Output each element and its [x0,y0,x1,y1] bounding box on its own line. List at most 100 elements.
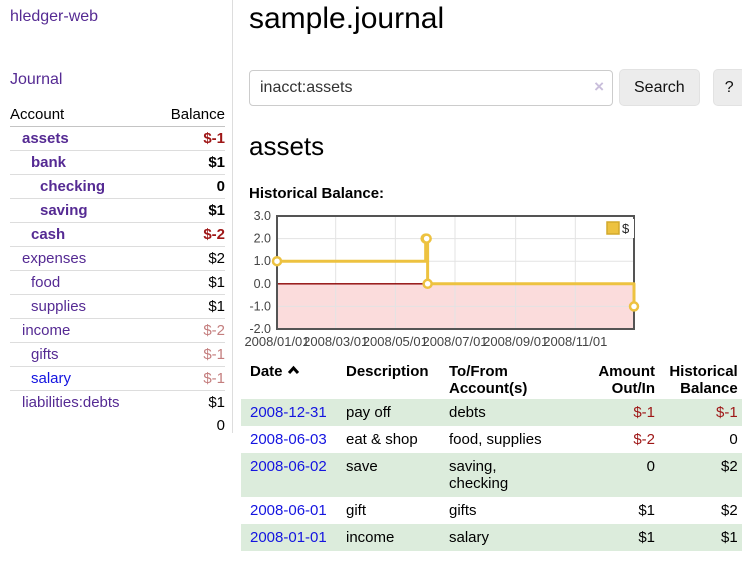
account-link-cash[interactable]: cash [31,226,66,243]
clear-search-icon[interactable]: × [594,76,604,96]
y-tick-label: -1.0 [249,299,271,313]
plot-border [276,215,635,330]
account-heading: assets [249,131,325,161]
account-balance: $1 [153,294,225,319]
y-tick-label: 3.0 [254,211,271,223]
account-link-saving[interactable]: saving [40,202,88,219]
column-header-amount: Amount Out/In [598,363,655,397]
sidebar: hledger-web Journal Account Balance asse… [0,0,233,434]
x-tick-label: 2008/11/01 [543,334,607,349]
account-link-liabilities-debts[interactable]: liabilities:debts [22,394,120,411]
account-row: salary $-1 [10,366,225,391]
column-header-tofrom: To/From Account(s) [449,363,528,397]
account-row: gifts $-1 [10,342,225,367]
txn-accounts: gifts [449,502,477,519]
account-row: saving $1 [10,198,225,223]
account-balance: $-1 [153,366,225,391]
account-link-bank[interactable]: bank [31,154,67,171]
txn-accounts: saving, checking [449,458,509,492]
account-balance: $1 [153,150,225,175]
sort-ascending-icon [287,365,299,375]
account-row: supplies $1 [10,294,225,319]
transaction-row: 2008-01-01 income salary $1 $1 [241,524,742,551]
y-tick-label: -2.0 [249,322,271,336]
account-balance: $-1 [153,342,225,367]
account-link-checking[interactable]: checking [40,178,106,195]
y-tick-label: 0.0 [254,277,271,291]
account-link-salary[interactable]: salary [31,370,72,387]
txn-balance: 0 [729,431,738,448]
accounts-table: Account Balance assets $-1 bank $1 checking 0… [10,103,225,437]
transactions-table-body: 2008-12-31 pay off debts $-1 $-1 2008-06-03 ea… [241,399,742,551]
txn-date-link[interactable]: 2008-01-01 [250,529,327,546]
txn-accounts: debts [449,404,486,421]
account-row: cash $-2 [10,222,225,247]
txn-balance: $-1 [716,404,738,421]
txn-description: eat & shop [346,431,418,448]
txn-date-link[interactable]: 2008-06-01 [250,502,327,519]
txn-balance: $2 [721,502,738,519]
account-row: food $1 [10,270,225,295]
accounts-total-spacer [10,414,154,437]
account-balance: $-2 [153,222,225,247]
txn-description: save [346,458,378,475]
txn-amount: $1 [638,529,655,546]
txn-date-link[interactable]: 2008-12-31 [250,404,327,421]
data-point-marker [421,233,432,244]
account-link-expenses[interactable]: expenses [22,250,87,267]
x-tick-label: 2008/03/01 [303,334,368,349]
txn-date-link[interactable]: 2008-06-02 [250,458,327,475]
y-tick-label: 2.0 [254,232,271,246]
search-button[interactable]: Search [619,69,700,106]
txn-date-link[interactable]: 2008-06-03 [250,431,327,448]
column-header-date[interactable]: Date [241,361,346,399]
account-balance: $1 [153,270,225,295]
txn-accounts: salary [449,529,490,546]
account-link-gifts[interactable]: gifts [31,346,59,363]
txn-accounts: food, supplies [449,431,542,448]
accounts-table-body: assets $-1 bank $1 checking 0 saving $1 cash $-2 e… [10,127,225,414]
x-tick-label: 2008/07/01 [422,334,487,349]
account-balance: $-2 [153,318,225,343]
account-link-assets[interactable]: assets [22,130,69,147]
column-header-balance: Historical Balance [669,363,738,397]
search-input[interactable] [249,69,613,106]
txn-amount: $1 [638,502,655,519]
account-row: income $-2 [10,318,225,343]
account-balance: $1 [153,390,225,414]
chart-title: Historical Balance: [249,185,385,202]
txn-description: gift [346,502,367,519]
account-row: bank $1 [10,150,225,175]
account-link-income[interactable]: income [22,322,71,339]
data-point-marker [271,255,283,267]
app-title-link[interactable]: hledger-web [10,8,99,25]
account-row: liabilities:debts $1 [10,390,225,414]
page-title: sample.journal [249,2,445,35]
txn-amount: $-2 [633,431,655,448]
txn-amount: $-1 [633,404,655,421]
transaction-row: 2008-06-01 gift gifts $1 $2 [241,497,742,524]
x-tick-label: 2008/09/01 [483,334,548,349]
accounts-header-balance: Balance [153,103,225,127]
txn-description: income [346,529,395,546]
y-tick-label: 1.0 [254,254,271,268]
account-row: expenses $2 [10,246,225,271]
data-point-marker [422,278,433,290]
account-row: assets $-1 [10,127,225,151]
account-link-supplies[interactable]: supplies [31,298,87,315]
accounts-total-value: 0 [216,417,225,434]
legend-swatch [606,221,620,235]
account-balance: $-1 [203,130,225,147]
accounts-header-account: Account [10,103,154,127]
account-balance: 0 [153,174,225,199]
transactions-table: Date Description To/From Account(s) Amou… [241,361,742,551]
sidebar-item-journal[interactable]: Journal [10,71,63,88]
txn-balance: $2 [721,458,738,475]
search-box: × [249,69,613,106]
legend-label: $ [622,221,630,236]
help-button[interactable]: ? [712,69,742,106]
account-link-food[interactable]: food [31,274,61,291]
transaction-row: 2008-06-03 eat & shop food, supplies $-2 0 [241,426,742,453]
search-row: × Search ? [249,69,742,106]
column-header-description: Description [346,363,429,380]
